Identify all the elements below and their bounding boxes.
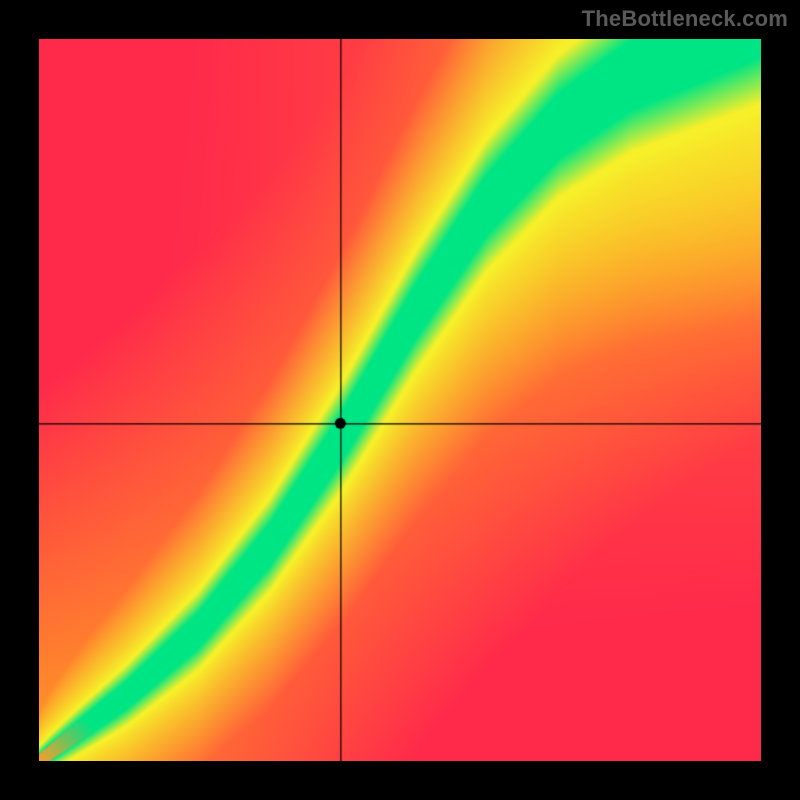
heatmap-plot bbox=[39, 39, 761, 761]
heatmap-canvas bbox=[39, 39, 761, 761]
chart-container: TheBottleneck.com bbox=[0, 0, 800, 800]
watermark-text: TheBottleneck.com bbox=[582, 6, 788, 32]
